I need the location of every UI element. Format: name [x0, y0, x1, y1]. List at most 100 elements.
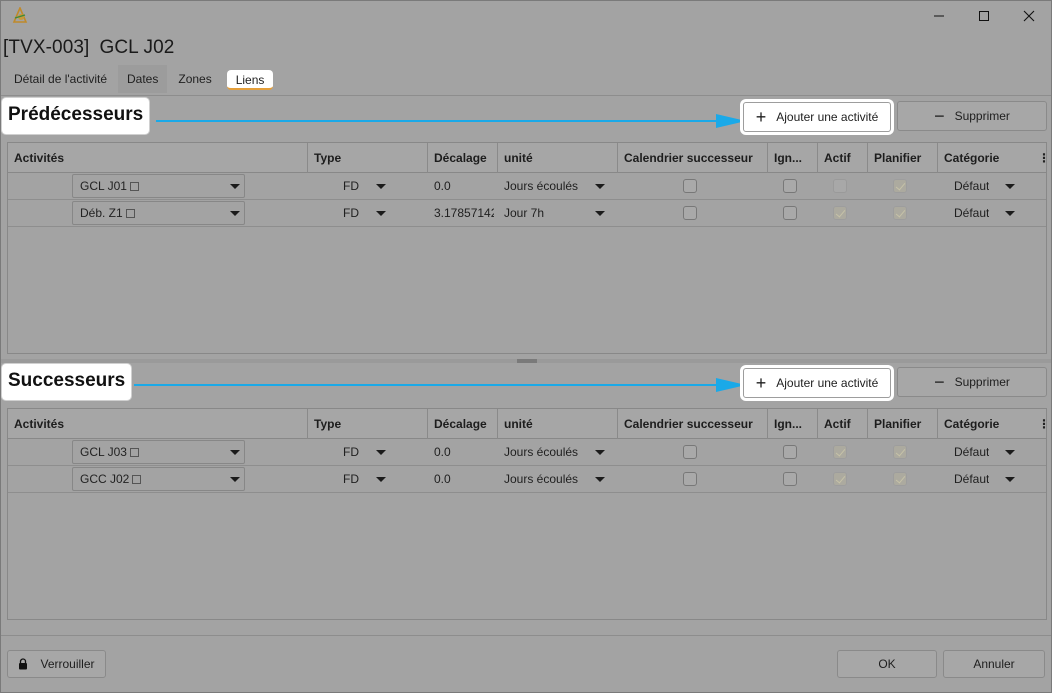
col-successor-calendar[interactable]: Calendrier successeur	[618, 143, 768, 173]
cancel-button[interactable]: Annuler	[943, 650, 1045, 678]
successors-header: Activités Type Décalage unité Calendrier…	[8, 409, 1050, 439]
add-predecessor-label: Ajouter une activité	[776, 110, 879, 124]
category-value[interactable]: Défaut	[954, 472, 990, 486]
col-ignore[interactable]: Ign...	[768, 409, 818, 439]
col-offset[interactable]: Décalage	[428, 409, 498, 439]
col-actif[interactable]: Actif	[818, 143, 868, 173]
tab-links[interactable]: Liens	[226, 70, 274, 90]
unit-value[interactable]: Jours écoulés	[504, 472, 579, 486]
app-icon	[12, 7, 28, 23]
column-menu-icon[interactable]: ⋮	[1038, 151, 1050, 165]
col-unit[interactable]: unité	[498, 143, 618, 173]
successor-calendar-checkbox[interactable]	[683, 206, 697, 220]
column-menu-icon[interactable]: ⋮	[1038, 417, 1050, 431]
dropdown-caret-icon[interactable]	[1005, 211, 1015, 216]
offset-value[interactable]: 0.0	[434, 472, 451, 486]
edit-icon[interactable]	[132, 475, 142, 484]
col-type[interactable]: Type	[308, 409, 428, 439]
dropdown-caret-icon[interactable]	[230, 184, 240, 189]
dropdown-caret-icon[interactable]	[595, 450, 605, 455]
activity-combo[interactable]: GCL J03	[72, 440, 245, 464]
category-value[interactable]: Défaut	[954, 179, 990, 193]
offset-value[interactable]: 3.17857142	[434, 206, 494, 220]
dropdown-caret-icon[interactable]	[376, 477, 386, 482]
offset-value[interactable]: 0.0	[434, 179, 451, 193]
add-predecessor-button[interactable]: + Ajouter une activité	[743, 102, 891, 132]
add-successor-button[interactable]: + Ajouter une activité	[743, 368, 891, 398]
col-planifier[interactable]: Planifier	[868, 143, 938, 173]
dropdown-caret-icon[interactable]	[1005, 450, 1015, 455]
col-category[interactable]: Catégorie	[944, 417, 1000, 431]
col-planifier[interactable]: Planifier	[868, 409, 938, 439]
predecessors-table: Activités Type Décalage unité Calendrier…	[7, 142, 1050, 354]
splitter-handle[interactable]	[517, 359, 537, 363]
add-successor-label: Ajouter une activité	[776, 376, 879, 390]
offset-value[interactable]: 0.0	[434, 445, 451, 459]
lock-label: Verrouiller	[40, 657, 95, 671]
ignore-checkbox[interactable]	[783, 445, 797, 459]
lock-button[interactable]: Verrouiller	[7, 650, 106, 678]
category-value[interactable]: Défaut	[954, 445, 990, 459]
successor-calendar-checkbox[interactable]	[683, 179, 697, 193]
col-ignore[interactable]: Ign...	[768, 143, 818, 173]
close-icon	[1023, 10, 1035, 22]
edit-icon[interactable]	[129, 448, 139, 457]
col-actif[interactable]: Actif	[818, 409, 868, 439]
dropdown-caret-icon[interactable]	[376, 450, 386, 455]
col-successor-calendar[interactable]: Calendrier successeur	[618, 409, 768, 439]
tab-bar: Détail de l'activité Dates Zones Liens	[5, 65, 275, 95]
col-type[interactable]: Type	[308, 143, 428, 173]
category-value[interactable]: Défaut	[954, 206, 990, 220]
ok-button[interactable]: OK	[837, 650, 937, 678]
ignore-checkbox[interactable]	[783, 206, 797, 220]
tab-zones[interactable]: Zones	[178, 72, 212, 86]
dropdown-caret-icon[interactable]	[1005, 477, 1015, 482]
col-activities[interactable]: Activités	[8, 409, 308, 439]
dropdown-caret-icon[interactable]	[230, 450, 240, 455]
actif-checkbox	[833, 206, 847, 220]
minimize-button[interactable]	[916, 1, 962, 31]
unit-value[interactable]: Jours écoulés	[504, 179, 579, 193]
edit-icon[interactable]	[125, 209, 135, 218]
maximize-button[interactable]	[961, 1, 1007, 31]
close-button[interactable]	[1006, 1, 1052, 31]
edit-icon[interactable]	[129, 182, 139, 191]
delete-successor-button[interactable]: − Supprimer	[897, 367, 1047, 397]
lock-icon	[19, 658, 28, 670]
table-row[interactable]: GCL J03 FD 0.0 Jours écoulés Défaut	[8, 439, 1046, 466]
table-row[interactable]: GCL J01 FD 0.0 Jours écoulés Défaut	[8, 173, 1046, 200]
dropdown-caret-icon[interactable]	[230, 211, 240, 216]
table-row[interactable]: GCC J02 FD 0.0 Jours écoulés Défaut	[8, 466, 1046, 493]
type-value[interactable]: FD	[343, 472, 359, 486]
dropdown-caret-icon[interactable]	[376, 184, 386, 189]
dropdown-caret-icon[interactable]	[595, 211, 605, 216]
delete-predecessor-button[interactable]: − Supprimer	[897, 101, 1047, 131]
ignore-checkbox[interactable]	[783, 179, 797, 193]
table-row[interactable]: Déb. Z1 FD 3.17857142 Jour 7h Défaut	[8, 200, 1046, 227]
col-category[interactable]: Catégorie	[944, 151, 1000, 165]
activity-value: Déb. Z1	[80, 206, 123, 220]
activity-combo[interactable]: Déb. Z1	[72, 201, 245, 225]
successor-calendar-checkbox[interactable]	[683, 445, 697, 459]
dropdown-caret-icon[interactable]	[376, 211, 386, 216]
activity-combo[interactable]: GCC J02	[72, 467, 245, 491]
col-offset[interactable]: Décalage	[428, 143, 498, 173]
minus-icon: −	[934, 372, 945, 392]
ignore-checkbox[interactable]	[783, 472, 797, 486]
dropdown-caret-icon[interactable]	[595, 477, 605, 482]
actif-checkbox	[833, 445, 847, 459]
dropdown-caret-icon[interactable]	[230, 477, 240, 482]
successor-calendar-checkbox[interactable]	[683, 472, 697, 486]
tab-dates[interactable]: Dates	[118, 65, 168, 93]
type-value[interactable]: FD	[343, 206, 359, 220]
unit-value[interactable]: Jour 7h	[504, 206, 545, 220]
type-value[interactable]: FD	[343, 179, 359, 193]
col-unit[interactable]: unité	[498, 409, 618, 439]
unit-value[interactable]: Jours écoulés	[504, 445, 579, 459]
col-activities[interactable]: Activités	[8, 143, 308, 173]
type-value[interactable]: FD	[343, 445, 359, 459]
activity-combo[interactable]: GCL J01	[72, 174, 245, 198]
dropdown-caret-icon[interactable]	[595, 184, 605, 189]
dropdown-caret-icon[interactable]	[1005, 184, 1015, 189]
tab-details[interactable]: Détail de l'activité	[14, 72, 107, 86]
